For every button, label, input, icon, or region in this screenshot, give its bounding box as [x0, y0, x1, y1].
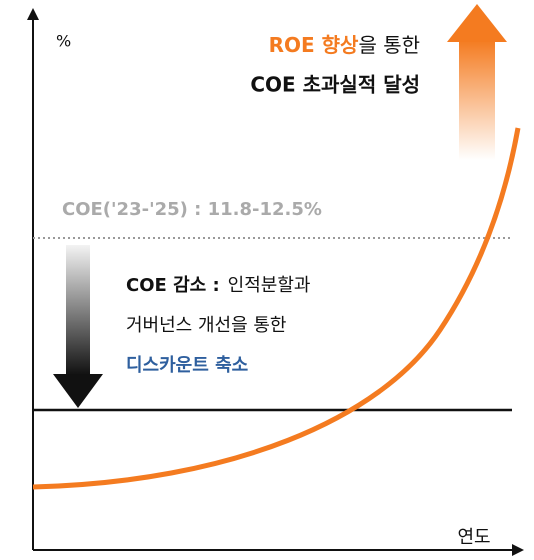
down-arrow-head [53, 374, 103, 408]
headline-highlight: ROE 향상 [269, 33, 359, 57]
headline-rest: 을 통한 [358, 33, 420, 57]
note-bold: COE 감소 : [126, 275, 220, 296]
x-axis-label: 연도 [457, 527, 490, 548]
down-arrow-body [66, 245, 90, 375]
headline-line1: ROE 향상을 통한 [269, 33, 420, 57]
up-arrow-body [459, 40, 495, 160]
note-text1: 인적분할과 [228, 275, 311, 296]
note-highlight: 디스카운트 축소 [126, 355, 248, 376]
up-arrow-head [447, 4, 507, 42]
x-arrowhead [512, 544, 524, 556]
y-arrowhead [27, 8, 39, 20]
note-line2: 거버넌스 개선을 통한 [126, 315, 286, 336]
coe-range: COE('23-'25) : 11.8-12.5% [62, 199, 322, 220]
roe-curve [32, 127, 521, 490]
headline-line2: COE 초과실적 달성 [250, 73, 420, 97]
y-axis-label: % [56, 32, 71, 51]
note-line1: COE 감소 : 인적분할과 [126, 275, 310, 296]
